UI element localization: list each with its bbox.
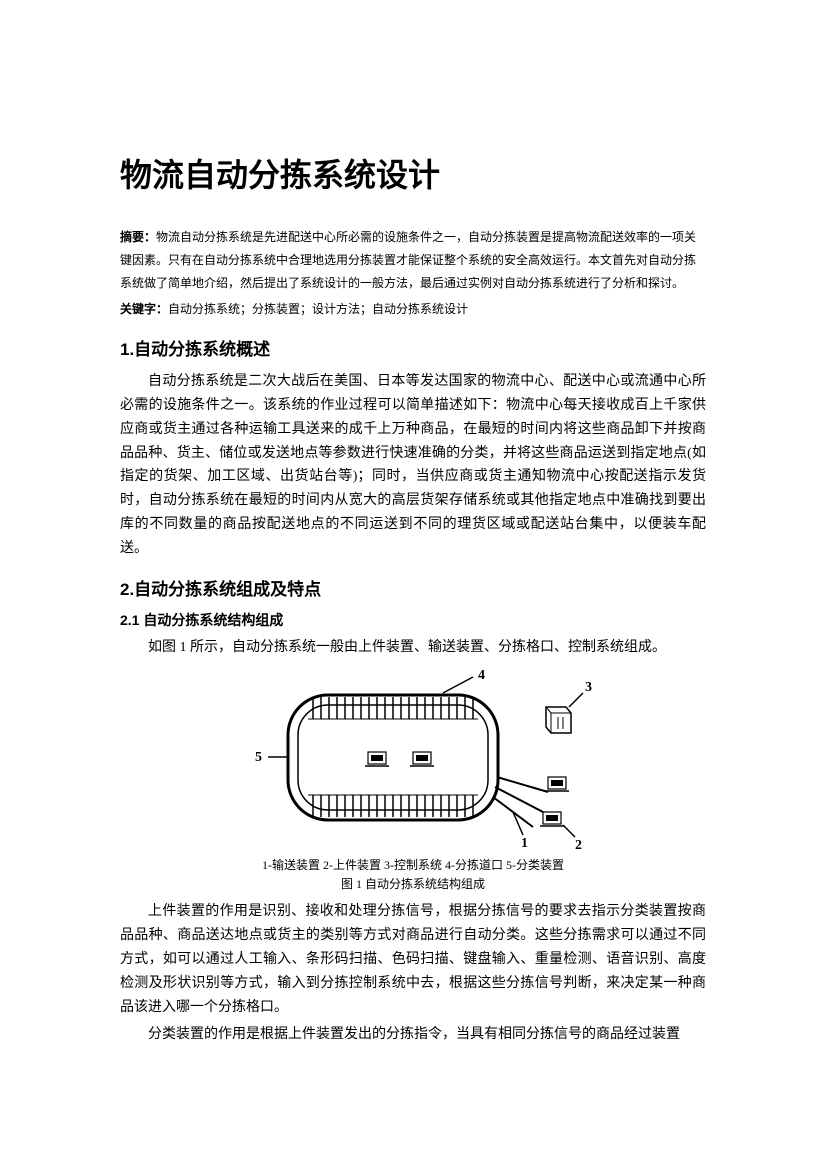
keywords-text: 自动分拣系统；分拣装置；设计方法；自动分拣系统设计	[168, 302, 468, 316]
para-after-fig-2: 分类装置的作用是根据上件装置发出的分拣指令，当具有相同分拣信号的商品经过装置	[120, 1023, 706, 1047]
control-box-icon	[546, 707, 571, 733]
fig-label-4: 4	[478, 668, 485, 683]
fig-label-5: 5	[255, 750, 262, 765]
abstract: 摘要：物流自动分拣系统是先进配送中心所必需的设施条件之一，自动分拣装置是提高物流…	[120, 226, 706, 294]
page: 物流自动分拣系统设计 摘要：物流自动分拣系统是先进配送中心所必需的设施条件之一，…	[0, 0, 826, 1169]
monitor-icon	[410, 752, 434, 766]
fig-label-2: 2	[575, 838, 582, 852]
figure1-legend: 1-输送装置 2-上件装置 3-控制系统 4-分拣道口 5-分类装置	[262, 856, 564, 873]
fig-label-1: 1	[521, 836, 528, 851]
figure1-title: 图 1 自动分拣系统结构组成	[341, 875, 485, 892]
fig-label-3: 3	[585, 680, 592, 695]
section1-heading: 1.自动分拣系统概述	[120, 335, 706, 360]
section2-1-para1: 如图 1 所示，自动分拣系统一般由上件装置、输送装置、分拣格口、控制系统组成。	[120, 636, 706, 660]
figure1-svg: 4 3 5 1 2	[213, 667, 613, 852]
monitor-icon	[540, 812, 564, 826]
abstract-text: 物流自动分拣系统是先进配送中心所必需的设施条件之一，自动分拣装置是提高物流配送效…	[120, 230, 696, 290]
keywords-label: 关键字：	[120, 302, 168, 316]
para-after-fig-1: 上件装置的作用是识别、接收和处理分拣信号，根据分拣信号的要求去指示分类装置按商品…	[120, 900, 706, 1019]
monitor-icon	[545, 777, 569, 791]
section1-para1: 自动分拣系统是二次大战后在美国、日本等发达国家的物流中心、配送中心或流通中心所必…	[120, 370, 706, 560]
keywords: 关键字：自动分拣系统；分拣装置；设计方法；自动分拣系统设计	[120, 298, 706, 321]
monitor-icon	[365, 752, 389, 766]
abstract-label: 摘要：	[120, 230, 156, 244]
figure1: 4 3 5 1 2 1-输送装置 2-上件装置 3-控制系统 4-分拣道口 5-…	[120, 667, 706, 892]
section2-1-heading: 2.1 自动分拣系统结构组成	[120, 610, 706, 630]
section2-heading: 2.自动分拣系统组成及特点	[120, 575, 706, 600]
document-title: 物流自动分拣系统设计	[120, 150, 706, 196]
